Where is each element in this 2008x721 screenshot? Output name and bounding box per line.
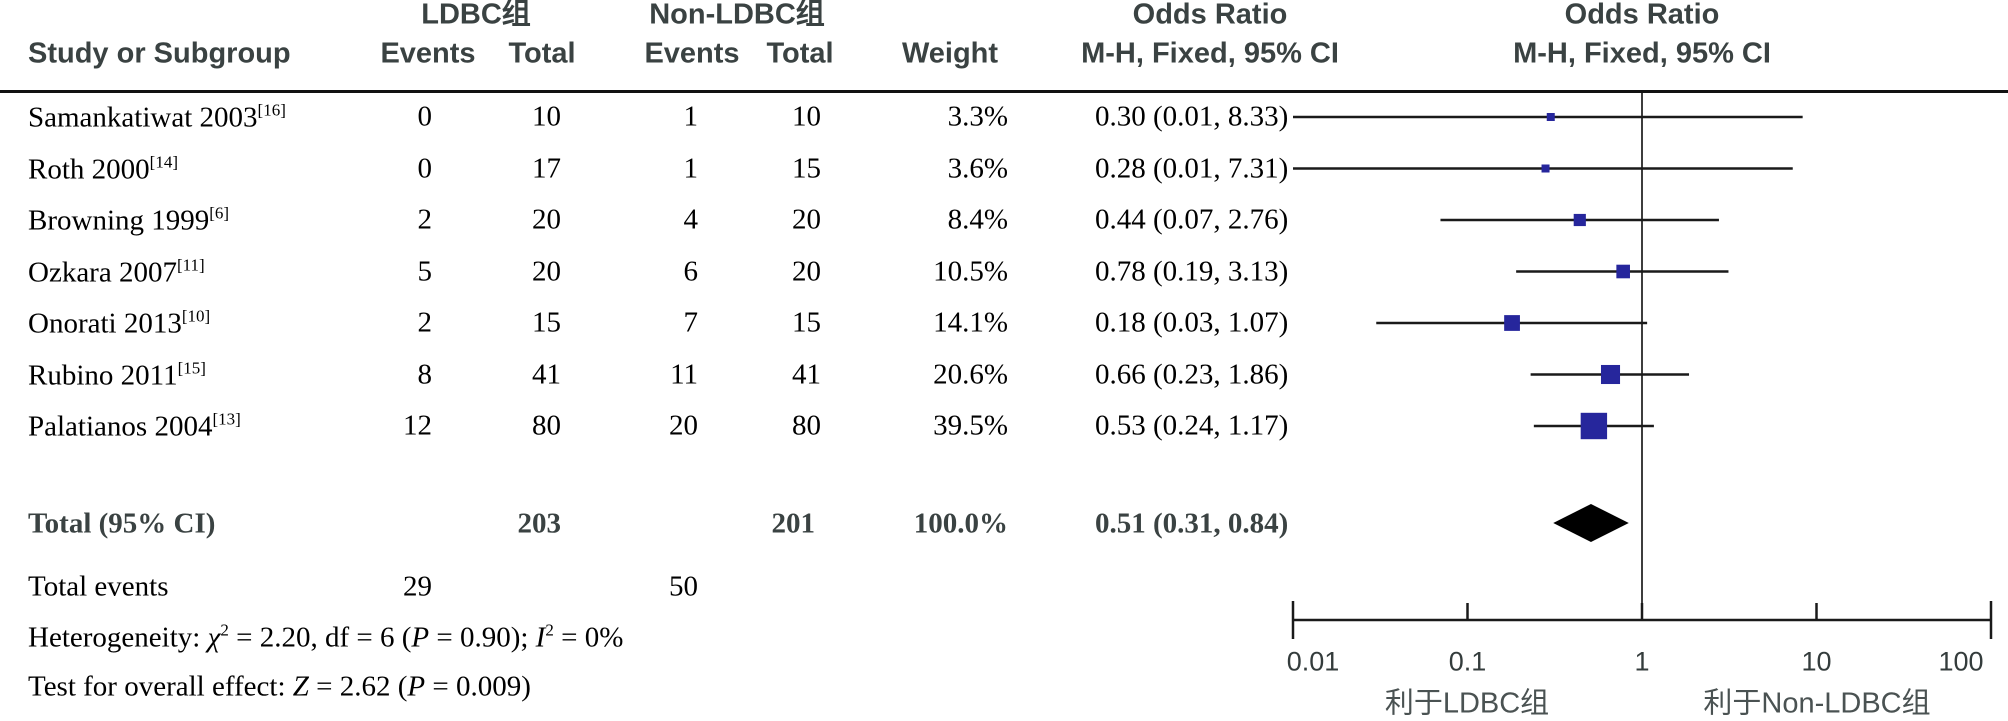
study-events-ldbc: 5 (417, 255, 433, 287)
total2-header: Total (766, 37, 834, 70)
group2-header: Non-LDBC组 (649, 0, 825, 31)
study-total-ldbc: 10 (532, 100, 561, 133)
axis-tick-label: 1 (1634, 646, 1650, 677)
study-or-ci: 0.18 (0.03, 1.07) (1095, 306, 1289, 339)
study-or-ci: 0.66 (0.23, 1.86) (1095, 358, 1289, 390)
overall-effect-text: Test for overall effect: Z = 2.62 (P = 0… (28, 670, 531, 703)
study-ref-superscript: [13] (212, 409, 241, 429)
study-total-nonldbc: 20 (792, 203, 821, 236)
study-ref-superscript: [11] (176, 255, 205, 275)
study-ref-superscript: [6] (209, 203, 230, 223)
study-ref-superscript: [15] (177, 358, 206, 378)
odds-ratio-column-title: Odds Ratio (1132, 0, 1288, 31)
study-total-nonldbc: 15 (792, 306, 821, 339)
study-ref-superscript: [16] (257, 100, 286, 120)
study-ref-superscript: [10] (181, 306, 211, 326)
group1-header: LDBC组 (421, 0, 531, 31)
study-or-ci: 0.53 (0.24, 1.17) (1095, 409, 1289, 442)
study-total-nonldbc: 10 (792, 100, 821, 133)
study-weight: 20.6% (933, 358, 1008, 390)
favors-left-label: 利于LDBC组 (1384, 687, 1550, 720)
study-weight: 8.4% (947, 203, 1008, 236)
or-square (1573, 213, 1586, 227)
total-events-nonldbc: 50 (669, 570, 698, 603)
study-total-ldbc: 15 (532, 306, 561, 339)
total-or-ci: 0.51 (0.31, 0.84) (1095, 507, 1289, 540)
study-total-nonldbc: 15 (792, 152, 821, 184)
favors-right-label: 利于Non-LDBC组 (1703, 687, 1931, 720)
study-total-nonldbc: 20 (792, 255, 821, 287)
study-weight: 14.1% (933, 306, 1008, 339)
study-total-nonldbc: 41 (792, 358, 821, 390)
study-events-ldbc: 0 (417, 100, 433, 133)
heterogeneity-text: Heterogeneity: χ2 = 2.20, df = 6 (P = 0.… (28, 620, 624, 654)
study-events-nonldbc: 1 (683, 100, 699, 133)
or-square (1541, 164, 1550, 173)
study-or-ci: 0.28 (0.01, 7.31) (1095, 152, 1289, 184)
study-name: Rubino 2011[15] (28, 358, 206, 391)
study-events-ldbc: 12 (403, 409, 432, 442)
study-name: Onorati 2013[10] (28, 306, 211, 340)
total-weight: 100.0% (913, 507, 1008, 540)
study-events-nonldbc: 1 (683, 152, 699, 184)
study-weight: 3.3% (947, 100, 1008, 133)
study-total-ldbc: 20 (532, 203, 561, 236)
study-events-nonldbc: 4 (683, 203, 699, 236)
study-weight: 10.5% (933, 255, 1008, 287)
total-ldbc-n: 203 (517, 507, 562, 540)
events1-header: Events (380, 37, 476, 70)
study-events-ldbc: 8 (417, 358, 433, 390)
study-events-nonldbc: 7 (683, 306, 699, 339)
study-weight: 3.6% (947, 152, 1008, 184)
study-events-nonldbc: 6 (683, 255, 699, 287)
study-name: Ozkara 2007[11] (28, 255, 205, 288)
or-square (1504, 315, 1520, 331)
study-or-ci: 0.30 (0.01, 8.33) (1095, 100, 1289, 133)
plot-method-header: M-H, Fixed, 95% CI (1513, 37, 1771, 70)
study-events-ldbc: 0 (417, 152, 433, 184)
study-total-ldbc: 41 (532, 358, 561, 390)
study-or-ci: 0.44 (0.07, 2.76) (1095, 203, 1289, 236)
study-events-ldbc: 2 (417, 306, 433, 339)
study-name: Samankatiwat 2003[16] (28, 100, 286, 134)
axis-tick-label: 10 (1801, 646, 1832, 677)
total-events-label: Total events (28, 570, 169, 603)
study-column-header: Study or Subgroup (28, 37, 291, 70)
or-square (1616, 264, 1630, 279)
events2-header: Events (644, 37, 740, 70)
study-weight: 39.5% (933, 409, 1008, 442)
axis-tick-label: 0.1 (1448, 646, 1487, 677)
total-nonldbc-n: 201 (771, 507, 816, 540)
odds-ratio-plot-title: Odds Ratio (1564, 0, 1720, 31)
or-method-header: M-H, Fixed, 95% CI (1081, 37, 1339, 70)
header-divider (0, 90, 2008, 93)
total-row-label: Total (95% CI) (28, 507, 216, 540)
total-events-ldbc: 29 (403, 570, 432, 603)
study-name: Roth 2000[14] (28, 152, 178, 185)
study-total-ldbc: 20 (532, 255, 561, 287)
study-events-ldbc: 2 (417, 203, 433, 236)
study-total-nonldbc: 80 (792, 409, 821, 442)
or-square (1600, 364, 1621, 385)
axis-tick-label: 0.01 (1286, 646, 1340, 677)
study-or-ci: 0.78 (0.19, 3.13) (1095, 255, 1289, 287)
weight-header: Weight (901, 37, 999, 70)
summary-diamond (1553, 504, 1629, 542)
study-events-nonldbc: 20 (669, 409, 698, 442)
study-total-ldbc: 80 (532, 409, 561, 442)
study-total-ldbc: 17 (532, 152, 561, 184)
study-ref-superscript: [14] (149, 152, 178, 172)
axis-tick-label: 100 (1938, 646, 1984, 677)
total1-header: Total (508, 37, 576, 70)
study-name: Browning 1999[6] (28, 203, 230, 237)
study-name: Palatianos 2004[13] (28, 409, 241, 443)
or-square (1546, 113, 1555, 121)
or-square (1580, 412, 1608, 440)
study-events-nonldbc: 11 (670, 358, 698, 390)
